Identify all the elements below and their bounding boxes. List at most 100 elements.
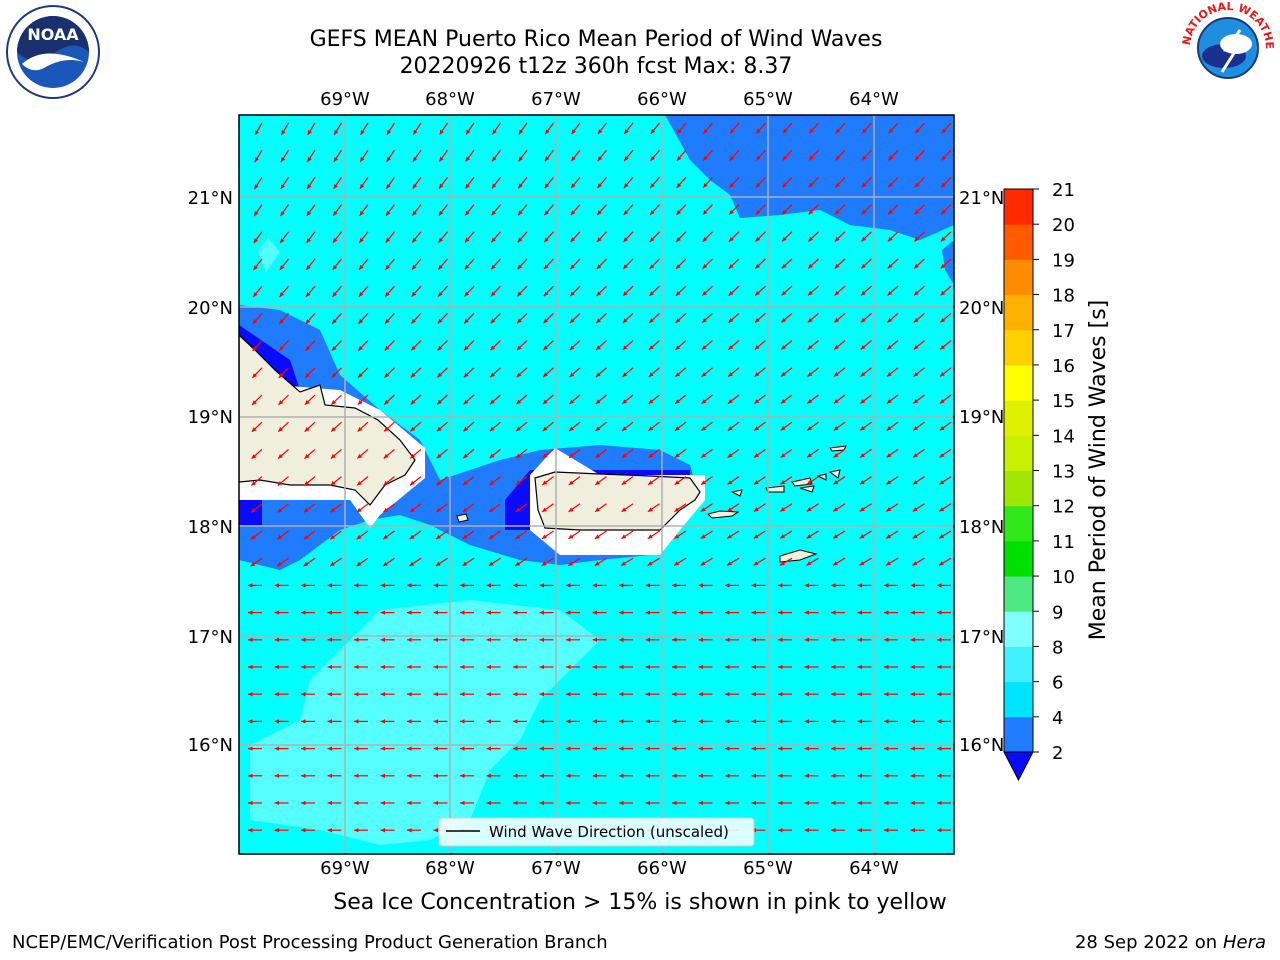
wind-arrow-head [937,719,942,724]
colorbar: Mean Period of Wind Waves [s] 2 4 6 8 9 10 11 1… [1003,180,1111,782]
wind-arrow-head [672,719,677,724]
lat-label: 21°N [959,188,1004,209]
colorbar-segment [1004,576,1033,612]
wind-arrow-head [619,773,624,778]
wind-arrow-head [380,610,386,615]
wind-arrow-head [703,155,708,161]
wind-arrow-head [778,828,783,833]
period-6-8-patch [258,238,280,272]
wind-arrow-head [252,346,258,351]
wind-arrow-head [486,583,492,588]
wind-arrow-head [619,664,624,670]
wind-arrow-head [806,534,812,539]
wind-arrow-head [513,800,518,806]
wind-arrow-head [645,692,651,697]
colorbar-tick-label: 13 [1052,462,1075,483]
wind-arrow-head [804,610,810,615]
wind-arrow-head [407,773,412,778]
wind-arrow-head [808,209,814,215]
wind-arrow-head [436,507,442,513]
wind-arrow-head [857,692,863,697]
wind-arrow-head [698,719,704,724]
wind-arrow-head [386,129,392,135]
wind-arrow-head [727,480,733,485]
colorbar-segment [1004,259,1033,296]
wind-arrow-head [886,399,892,404]
wind-arrow-head [305,373,310,378]
wind-arrow-head [436,480,442,486]
wind-arrow-head [380,637,386,642]
lat-labels-right: 21°N 20°N 19°N 18°N 17°N 16°N [959,188,1004,756]
wind-arrow-head [462,480,468,486]
wind-arrow-head [513,664,518,670]
wind-arrow-head [753,561,759,566]
wind-arrow-head [354,583,359,588]
wind-arrow-head [804,664,810,670]
wind-arrow-head [701,345,707,350]
wind-arrow-head [857,773,863,778]
wind-arrow-head [728,345,734,350]
wind-arrow-head [543,264,549,270]
wind-arrow-head [465,156,471,162]
colorbar-tick-label: 14 [1052,426,1075,447]
wind-arrow-head [939,399,945,404]
lon-label: 69°W [320,858,370,879]
wind-arrow-head [492,156,497,162]
wind-arrow-head [486,719,492,724]
wind-arrow-head [780,453,786,458]
wind-arrow-head [755,182,761,188]
wind-arrow-head [701,372,707,377]
wind-arrow-head [619,637,624,642]
colorbar-tick-label: 11 [1052,532,1075,553]
lon-label: 65°W [743,89,793,110]
wind-arrow-head [545,129,550,135]
wind-arrow-head [411,291,417,297]
wind-arrow-head [539,746,545,751]
wind-arrow-head [939,507,945,512]
wind-arrow-head [941,209,946,215]
wind-arrow-head [884,828,889,833]
wind-arrow-head [248,746,253,751]
wind-arrow-head [383,507,389,513]
wind-arrow-head [463,399,469,405]
wind-arrow-head [513,637,518,642]
wind-arrow-head [301,692,306,697]
wind-arrow-head [409,480,415,486]
wind-arrow-head [539,719,545,724]
wind-arrow-head [941,182,946,188]
wind-arrow-head [831,719,836,724]
lon-label: 64°W [849,89,899,110]
wind-arrow-head [515,561,521,566]
wind-arrow-head [516,345,522,351]
wind-arrow-head [648,453,654,458]
period-2-4-north [665,115,954,240]
wind-arrow-head [385,291,390,297]
wind-arrow-head [330,507,336,513]
wind-arrow-head [595,372,601,377]
wind-arrow-head [886,426,892,431]
wind-arrow-head [544,156,550,162]
wind-arrow-head [834,236,840,242]
wind-arrow-head [437,399,442,405]
wind-arrow-head [672,637,677,642]
wind-arrow-head [804,800,810,806]
wind-arrow-head [888,155,894,161]
wind-arrow-head [834,344,840,350]
wind-arrow-head [277,454,283,459]
colorbar-segment [1004,540,1033,577]
wind-arrow-head [592,719,598,724]
wind-arrow-head [728,291,734,296]
wind-arrow-head [569,345,575,351]
wind-arrow-head [327,583,333,588]
wind-arrow-head [781,344,787,350]
colorbar-segment [1004,435,1033,471]
wind-arrow-head [433,746,439,751]
wind-arrow-head [539,664,545,670]
colorbar-tick-label: 21 [1052,180,1075,201]
wind-arrow-head [910,719,916,724]
wind-arrow-head [778,773,783,778]
wind-arrow-head [513,773,518,778]
wind-arrow-head [912,480,918,485]
wind-arrow-head [566,719,571,724]
wind-arrow-head [941,128,947,134]
